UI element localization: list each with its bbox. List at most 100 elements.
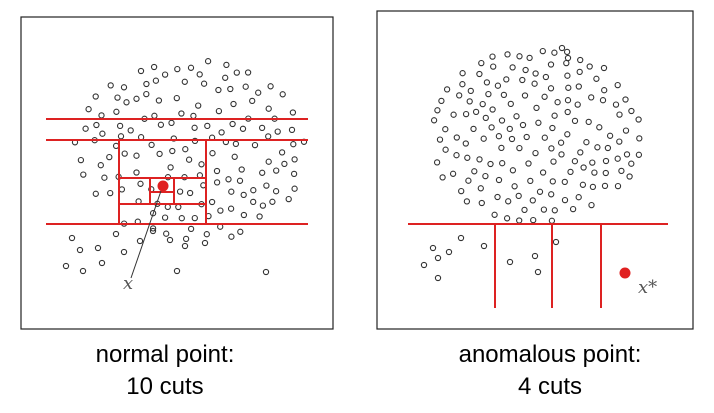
data-point — [602, 157, 610, 165]
data-point — [209, 150, 216, 157]
data-point — [92, 93, 99, 100]
isolation-cuts — [408, 223, 668, 308]
data-point — [434, 107, 441, 114]
data-point — [580, 164, 587, 171]
data-point — [576, 68, 583, 76]
panel-frame — [20, 16, 334, 330]
data-point — [494, 193, 501, 201]
data-point — [215, 107, 223, 115]
data-point — [438, 97, 445, 105]
data-point — [223, 61, 230, 69]
normal-point-caption: normal point: 10 cuts — [40, 339, 290, 403]
data-point — [98, 259, 106, 267]
data-point — [114, 94, 121, 101]
data-point — [509, 64, 516, 71]
data-point — [463, 198, 471, 205]
data-point — [491, 211, 498, 218]
data-point — [530, 216, 537, 224]
data-point — [269, 198, 276, 205]
caption-cuts: 4 cuts — [517, 373, 583, 400]
data-point — [494, 82, 502, 89]
data-point — [532, 70, 539, 77]
data-point — [548, 191, 555, 198]
data-point — [583, 139, 590, 146]
data-point — [289, 109, 297, 116]
data-point — [434, 254, 442, 262]
data-point — [278, 149, 286, 156]
data-point — [152, 77, 160, 84]
data-point — [80, 171, 87, 178]
data-point — [157, 121, 165, 128]
data-point — [156, 150, 163, 158]
data-point — [499, 160, 506, 167]
data-point — [204, 122, 211, 130]
data-point — [204, 58, 212, 65]
data-point — [551, 112, 558, 119]
data-point — [495, 133, 503, 140]
data-point — [217, 207, 224, 214]
data-point — [272, 188, 280, 195]
data-point — [166, 236, 174, 244]
data-point — [198, 161, 205, 168]
data-point — [456, 92, 463, 99]
data-point — [588, 201, 595, 209]
data-point — [256, 213, 263, 220]
data-point — [238, 166, 245, 173]
data-point — [577, 56, 584, 64]
data-point — [575, 83, 582, 90]
data-point — [541, 134, 548, 141]
data-point — [77, 156, 85, 164]
data-point — [503, 76, 510, 83]
data-point — [249, 97, 256, 105]
data-point — [509, 167, 517, 174]
data-point — [606, 132, 614, 139]
data-point — [616, 138, 623, 145]
data-point — [113, 108, 120, 115]
data-point — [508, 135, 516, 143]
data-point — [433, 159, 441, 166]
data-point — [232, 140, 240, 148]
data-point — [149, 225, 157, 232]
data-point — [558, 44, 566, 52]
data-point — [529, 197, 536, 204]
data-point — [163, 230, 170, 237]
data-point — [567, 168, 574, 176]
data-point — [120, 248, 128, 256]
data-point — [470, 125, 477, 133]
data-point — [85, 106, 92, 113]
data-point — [117, 133, 125, 140]
data-point — [467, 87, 474, 95]
data-point — [507, 100, 514, 108]
data-point — [227, 85, 234, 93]
data-point — [479, 100, 486, 108]
data-point — [281, 160, 288, 168]
data-point — [143, 80, 150, 88]
data-point — [522, 66, 529, 74]
data-point — [225, 176, 232, 183]
data-point — [614, 81, 621, 89]
data-point — [445, 248, 453, 256]
data-point — [285, 195, 292, 203]
data-point — [526, 54, 533, 62]
data-point — [196, 71, 203, 78]
data-point — [589, 183, 597, 191]
data-point — [187, 64, 195, 71]
data-point — [150, 63, 158, 71]
data-point — [462, 140, 469, 147]
data-point — [143, 90, 150, 98]
data-point — [525, 160, 532, 167]
isolation-cuts — [46, 118, 308, 225]
data-point — [564, 72, 571, 79]
data-point — [169, 147, 176, 155]
data-point — [531, 252, 539, 260]
data-point — [121, 150, 128, 157]
data-point — [255, 89, 262, 96]
data-point — [127, 127, 134, 134]
data-point — [623, 151, 631, 158]
data-point — [107, 82, 114, 89]
data-point — [168, 119, 175, 127]
data-point — [195, 102, 202, 109]
data-point — [515, 192, 522, 200]
data-point — [137, 67, 145, 75]
data-point — [500, 91, 508, 99]
